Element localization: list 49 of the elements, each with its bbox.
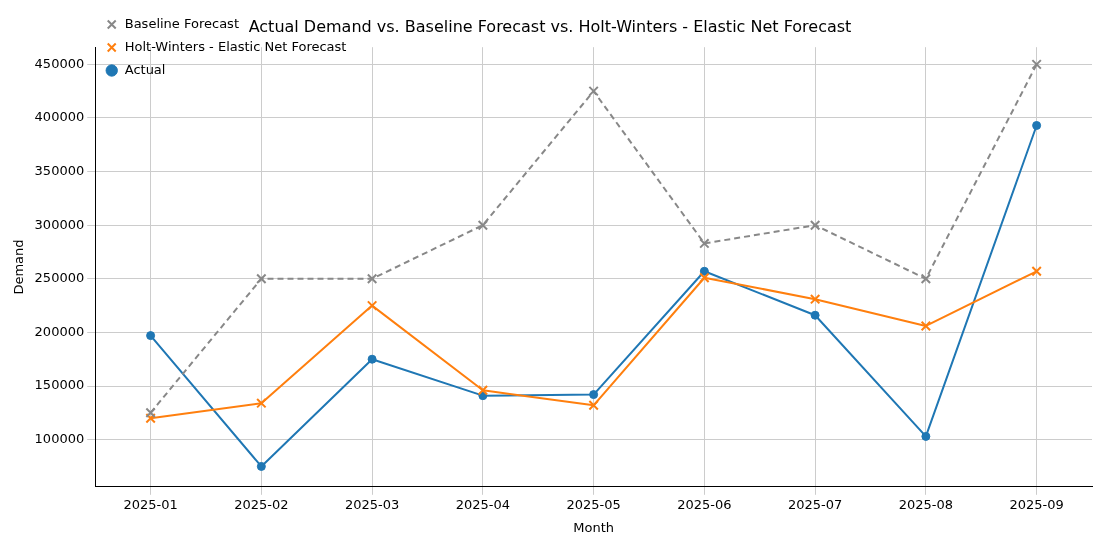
point <box>809 293 821 305</box>
point <box>588 85 599 97</box>
point <box>588 400 599 411</box>
point <box>146 331 156 341</box>
x-tick-label: 2025-04 <box>455 496 511 512</box>
chart-title: Actual Demand vs. Baseline Forecast vs. Holt-Winters - Elastic Net Forecast <box>248 16 852 36</box>
x-tick-label: 2025-02 <box>234 496 289 512</box>
point <box>920 273 932 285</box>
y-tick-label: 200000 <box>34 323 85 339</box>
point <box>256 273 267 285</box>
point <box>477 385 489 396</box>
point <box>366 300 378 311</box>
point <box>921 431 931 441</box>
y-tick-label: 300000 <box>34 216 85 232</box>
y-tick-label: 100000 <box>34 431 85 446</box>
point <box>699 238 710 249</box>
point <box>1031 59 1042 70</box>
point <box>1032 120 1042 130</box>
point <box>699 266 709 276</box>
point <box>699 272 710 283</box>
y-axis-title: Demand <box>11 239 27 295</box>
legend-label: Holt-Winters - Elastic Net Forecast <box>124 38 347 54</box>
x-tick-label: 2025-05 <box>566 496 621 512</box>
x-tick-label: 2025-03 <box>344 496 400 512</box>
x-tick-label: 2025-08 <box>898 496 954 512</box>
x-tick-label: 2025-06 <box>677 496 732 512</box>
legend-label: Baseline Forecast <box>124 15 239 31</box>
x-tick-label: 2025-01 <box>123 496 178 512</box>
x-tick-label: 2025-09 <box>1009 496 1064 512</box>
point <box>589 390 599 400</box>
y-tick-label: 350000 <box>34 162 85 178</box>
y-tick-label: 400000 <box>34 109 85 125</box>
point <box>1031 266 1042 277</box>
point <box>256 461 266 471</box>
legend-label: Actual <box>124 61 166 77</box>
y-tick-label: 150000 <box>34 377 85 393</box>
point <box>367 354 377 364</box>
point <box>366 273 378 285</box>
point <box>920 320 932 332</box>
point <box>145 412 156 424</box>
x-axis-title: Month <box>573 519 614 535</box>
point <box>145 407 156 419</box>
point <box>477 219 489 231</box>
point <box>809 219 821 231</box>
y-tick-label: 250000 <box>34 270 85 286</box>
y-tick-label: 450000 <box>34 55 85 71</box>
x-tick-label: 2025-07 <box>787 496 843 512</box>
point <box>256 397 267 409</box>
point <box>810 310 820 320</box>
